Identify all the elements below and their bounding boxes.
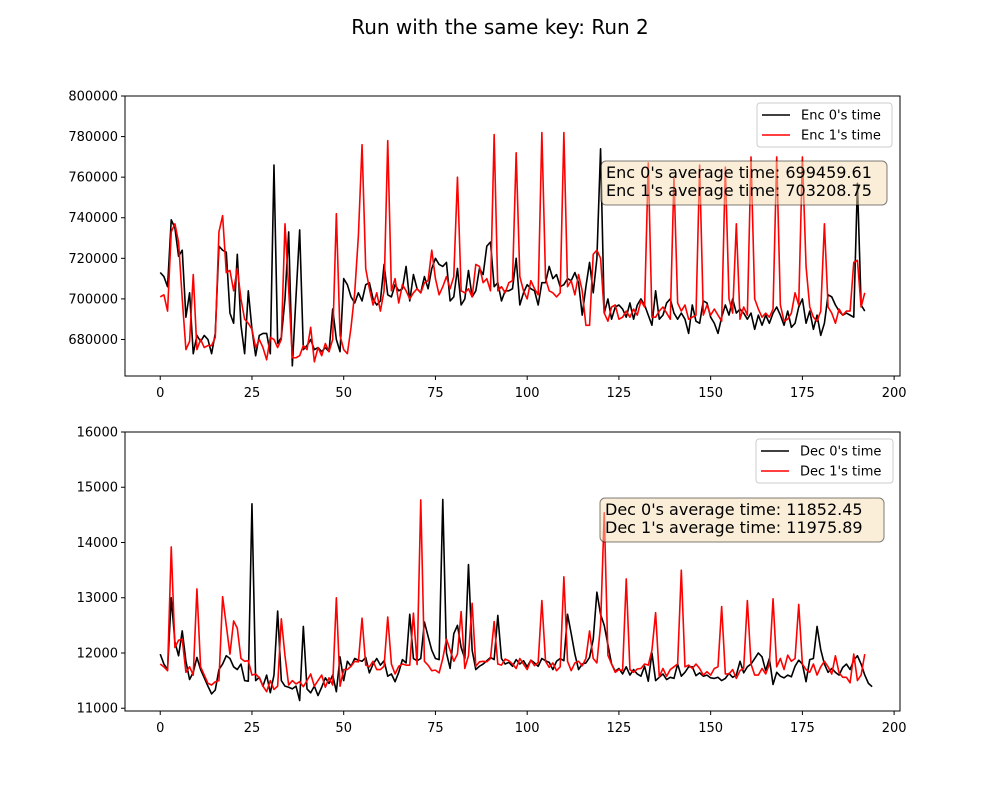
dec-annotation-line: Dec 0's average time: 11852.45 [605,500,863,519]
enc-ytick-label: 780000 [68,130,118,145]
dec-legend-box [755,438,894,484]
dec-ytick-label: 12000 [77,646,118,661]
enc-legend-label: Enc 0's time [801,109,881,124]
dec-subplot: 0 25 50 75 100 125 150 175 200 11000 12000 13000 140… [77,426,907,737]
enc-xtick-label: 50 [335,386,352,401]
dec-xtick-label: 150 [698,721,723,736]
dec-ytick-label: 15000 [77,481,118,496]
enc-xtick-label: 25 [244,386,261,401]
dec-ytick-label: 14000 [77,536,118,551]
enc-series-line-1 [159,131,866,363]
dec-xtick-label: 75 [427,721,444,736]
enc-subplot: 0 25 50 75 100 125 150 175 200 680000 700000 720000… [68,90,906,402]
dec-ytick-label: 13000 [77,591,118,606]
dec-legend-label: Dec 1's time [800,465,881,480]
dec-xtick-label: 125 [607,721,632,736]
dec-legend-label: Dec 0's time [800,445,881,460]
enc-ytick-label: 720000 [68,252,118,267]
dec-annotation-box [599,497,885,543]
dec-series-line-1 [159,499,866,693]
dec-annotation-line: Dec 1's average time: 11975.89 [605,518,863,537]
enc-annotation-line: Enc 1's average time: 703208.75 [606,181,872,200]
enc-xtick-label: 75 [427,386,444,401]
enc-xtick-label: 125 [607,386,632,401]
enc-series-line-0 [159,147,866,367]
enc-annotation-line: Enc 0's average time: 699459.61 [606,163,872,182]
enc-xtick-label: 100 [515,386,540,401]
dec-ytick-label: 11000 [77,702,118,717]
enc-xtick-label: 0 [156,386,164,401]
enc-xtick-label: 200 [882,386,907,401]
enc-ytick-label: 800000 [68,90,118,105]
dec-xtick-label: 50 [335,721,352,736]
enc-annotation-box [600,160,888,206]
chart-title: Run with the same key: Run 2 [351,15,649,39]
enc-xtick-label: 150 [698,386,723,401]
enc-ytick-label: 740000 [68,211,118,226]
enc-ytick-label: 700000 [68,292,118,307]
enc-ytick-label: 680000 [68,333,118,348]
enc-xtick-label: 175 [790,386,815,401]
dec-xtick-label: 25 [244,721,261,736]
dec-xtick-label: 200 [882,721,907,736]
enc-ytick-label: 760000 [68,171,118,186]
dec-xtick-label: 0 [156,721,164,736]
enc-legend-label: Enc 1's time [801,129,881,144]
enc-legend-box [756,102,893,148]
dec-ytick-label: 16000 [77,426,118,441]
dec-xtick-label: 100 [515,721,540,736]
dec-xtick-label: 175 [790,721,815,736]
dec-series-line-0 [159,498,873,702]
